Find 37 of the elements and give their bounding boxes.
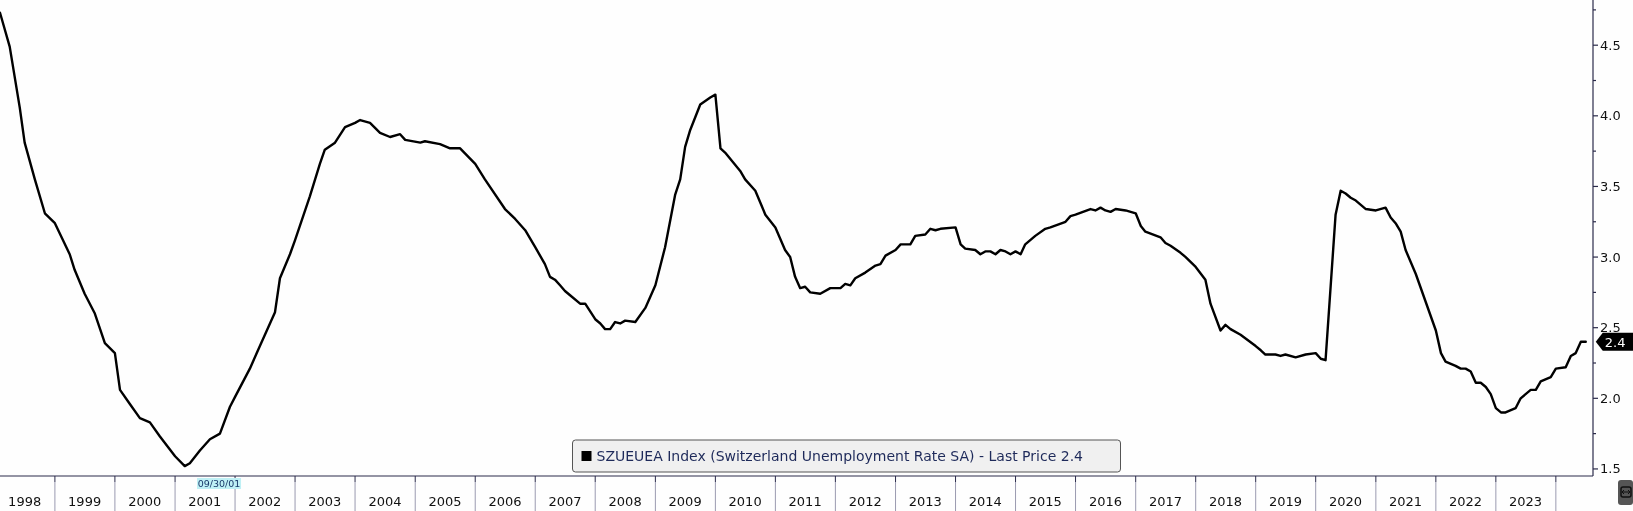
x-tick-label: 2017 [1148, 494, 1182, 509]
line-series [0, 11, 1587, 468]
x-tick-label: 2001 [188, 494, 222, 509]
x-tick-label: 2010 [728, 494, 762, 509]
x-tick-label: 1999 [68, 494, 102, 509]
x-tick-label: 2021 [1389, 494, 1423, 509]
text: 09/30/01 [197, 478, 241, 489]
x-tick-label: 2009 [668, 494, 702, 509]
x-tick-label: 2004 [368, 494, 402, 509]
y-tick-label: 3.5 [1600, 178, 1621, 194]
x-tick-label: 2007 [548, 494, 582, 509]
x-tick-label: 2012 [848, 494, 882, 509]
x-tick-label: 2008 [608, 494, 642, 509]
y-tick-label: 4.0 [1600, 108, 1621, 124]
x-tick-label: 2020 [1329, 494, 1363, 509]
x-tick-label: 2022 [1449, 494, 1483, 509]
x-tick-label: 2019 [1268, 494, 1302, 509]
x-tick-label: 2011 [788, 494, 822, 509]
x-tick-label: 2023 [1509, 494, 1543, 509]
x-tick-label: 2005 [428, 494, 462, 509]
annotation: 2.4 [1604, 334, 1626, 350]
x-tick-label: 2003 [308, 494, 342, 509]
x-tick-label: 1998 [8, 494, 42, 509]
y-tick-label: 4.5 [1600, 37, 1621, 53]
y-tick-label: 2.0 [1600, 390, 1621, 406]
x-tick-label: 2018 [1208, 494, 1242, 509]
y-tick-label: 1.5 [1600, 461, 1621, 477]
x-tick-label: 2016 [1088, 494, 1122, 509]
x-tick-label: 2013 [908, 494, 942, 509]
y-tick-label: 2.5 [1600, 320, 1621, 336]
x-tick-label: 2015 [1028, 494, 1062, 509]
x-tick-label: 2000 [128, 494, 162, 509]
x-tick-label: 2014 [968, 494, 1002, 509]
y-tick-label: 3.0 [1600, 249, 1621, 265]
x-tick-label: 2002 [248, 494, 282, 509]
x-tick-label: 2006 [488, 494, 522, 509]
legend-label: SZUEUEA Index (Switzerland Unemployment Rate SA) - Last Price 2.4 [596, 448, 1084, 464]
